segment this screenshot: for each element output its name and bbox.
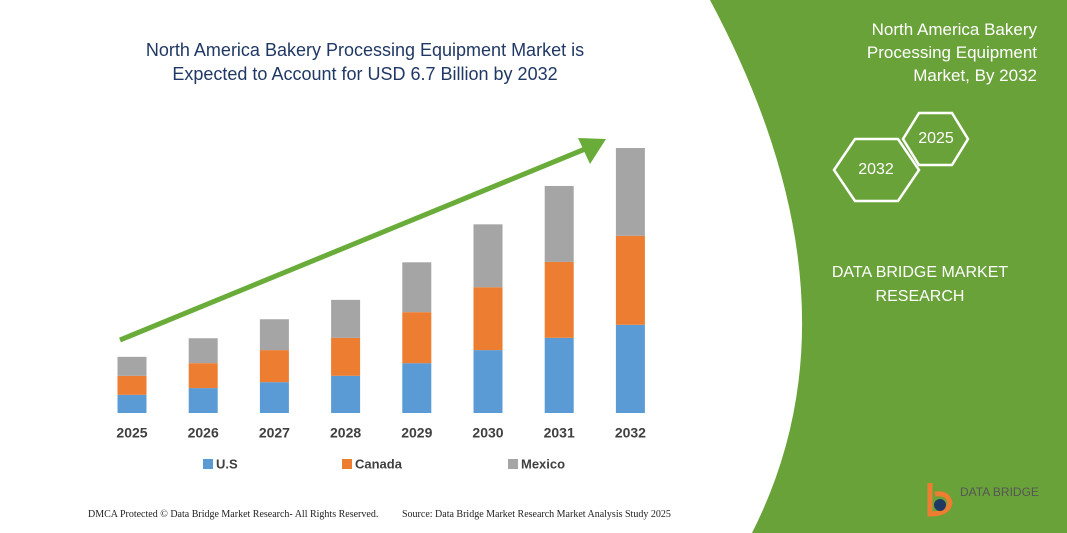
x-tick-label: 2026 [188, 425, 219, 441]
x-tick-label: 2031 [544, 425, 575, 441]
trend-arrow [119, 144, 591, 343]
bar [117, 394, 147, 413]
bar [331, 299, 361, 338]
bar [473, 224, 503, 288]
x-tick-label: 2028 [330, 425, 361, 441]
chart-title: North America Bakery Processing Equipmen… [145, 40, 585, 84]
bar [473, 287, 503, 351]
bar [331, 337, 361, 376]
bar [188, 363, 218, 389]
legend-swatch [508, 459, 518, 469]
logo-text: DATA BRIDGE [960, 485, 1039, 499]
bar [473, 350, 503, 413]
hexagons [832, 111, 970, 203]
bar [402, 312, 432, 364]
hex-label: 2025 [918, 130, 954, 147]
footer-left: DMCA Protected © Data Bridge Market Rese… [88, 509, 379, 520]
legend-label: U.S [216, 456, 238, 471]
bar [188, 338, 218, 364]
x-tick-label: 2030 [472, 425, 503, 441]
bar [259, 382, 289, 413]
bar [188, 388, 218, 413]
hex-label: 2032 [858, 161, 894, 178]
x-tick-label: 2027 [259, 425, 290, 441]
bar [259, 350, 289, 383]
footer-right: Source: Data Bridge Market Research Mark… [402, 509, 671, 520]
x-tick-label: 2025 [116, 425, 147, 441]
bar [117, 375, 147, 395]
bar [331, 375, 361, 413]
legend-label: Canada [355, 456, 403, 471]
legend-swatch [342, 459, 352, 469]
legend-label: Mexico [521, 456, 565, 471]
bar [615, 324, 645, 413]
x-tick-label: 2032 [615, 425, 646, 441]
arrow-head [578, 138, 606, 164]
bar [402, 363, 432, 413]
hexagon [901, 111, 970, 167]
brand: DATA BRIDGE MARKET RESEARCH [831, 264, 1009, 305]
bar [117, 356, 147, 376]
panel-title: North America Bakery Processing Equipmen… [866, 20, 1037, 85]
logo-icon [927, 483, 953, 517]
bar [402, 262, 432, 313]
side-panel [710, 0, 1067, 533]
bar [544, 185, 574, 262]
bar [615, 148, 645, 236]
hexagon [832, 137, 921, 203]
bar [615, 235, 645, 325]
bar [544, 337, 574, 413]
legend-swatch [203, 459, 213, 469]
bar [544, 261, 574, 338]
x-tick-label: 2029 [401, 425, 432, 441]
bar [259, 319, 289, 351]
